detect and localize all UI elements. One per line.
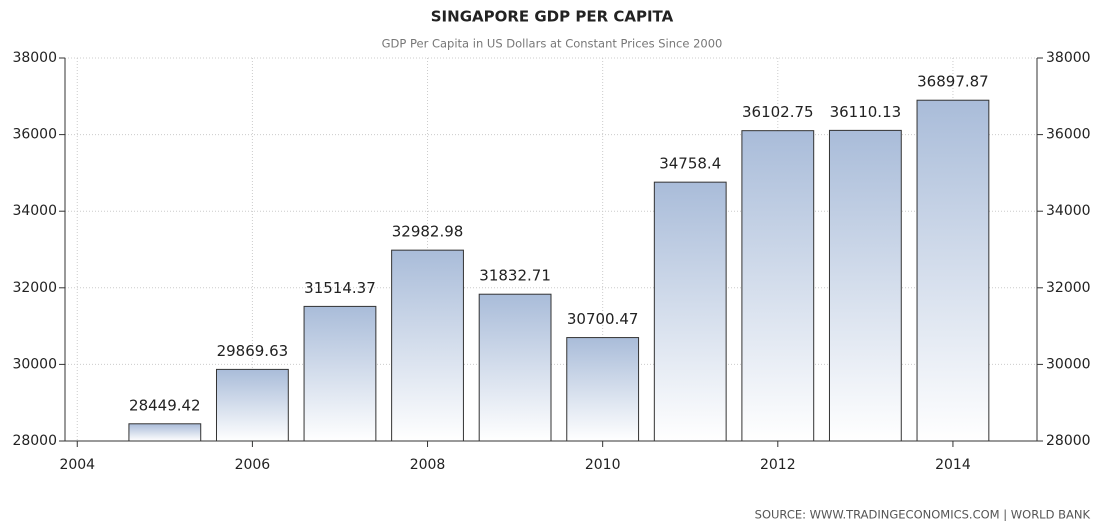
value-label: 31514.37 xyxy=(304,279,376,297)
x-tick-label: 2006 xyxy=(235,457,271,473)
y-tick-label: 38000 xyxy=(12,50,57,66)
bar xyxy=(916,99,990,442)
y-tick-label: 32000 xyxy=(12,280,57,296)
bar xyxy=(215,368,289,442)
bar xyxy=(566,337,640,442)
bar xyxy=(391,249,464,442)
chart-subtitle: GDP Per Capita in US Dollars at Constant… xyxy=(382,37,723,51)
y-tick-label: 30000 xyxy=(12,356,57,372)
chart-title: SINGAPORE GDP PER CAPITA xyxy=(431,8,674,26)
y-tick-label: 34000 xyxy=(12,203,57,219)
value-label: 28449.42 xyxy=(129,396,201,414)
y-tick-label: 36000 xyxy=(12,127,57,143)
x-tick-label: 2014 xyxy=(935,457,971,473)
bar xyxy=(478,293,552,442)
value-label: 36110.13 xyxy=(830,103,902,121)
value-label: 36102.75 xyxy=(742,103,814,121)
bar xyxy=(128,423,202,442)
value-label: 30700.47 xyxy=(567,310,639,328)
y2-tick-label: 28000 xyxy=(1046,433,1091,449)
y2-tick-label: 36000 xyxy=(1046,127,1091,143)
y2-tick-label: 34000 xyxy=(1046,203,1091,219)
y2-tick-label: 38000 xyxy=(1046,50,1091,66)
source-note: SOURCE: WWW.TRADINGECONOMICS.COM | WORLD… xyxy=(755,508,1091,522)
x-tick-label: 2012 xyxy=(760,457,796,473)
x-tick-label: 2010 xyxy=(585,457,621,473)
bar xyxy=(828,129,902,442)
value-label: 36897.87 xyxy=(917,73,989,91)
x-tick-label: 2004 xyxy=(59,457,95,473)
value-label: 32982.98 xyxy=(392,223,464,241)
value-label: 29869.63 xyxy=(217,342,289,360)
value-label: 34758.4 xyxy=(659,155,721,173)
bar xyxy=(303,305,377,442)
bar xyxy=(653,181,727,442)
bar xyxy=(741,130,815,442)
y2-tick-label: 30000 xyxy=(1046,356,1091,372)
y2-tick-label: 32000 xyxy=(1046,280,1091,296)
value-label: 31832.71 xyxy=(479,267,551,285)
x-tick-label: 2008 xyxy=(410,457,446,473)
y-tick-label: 28000 xyxy=(12,433,57,449)
